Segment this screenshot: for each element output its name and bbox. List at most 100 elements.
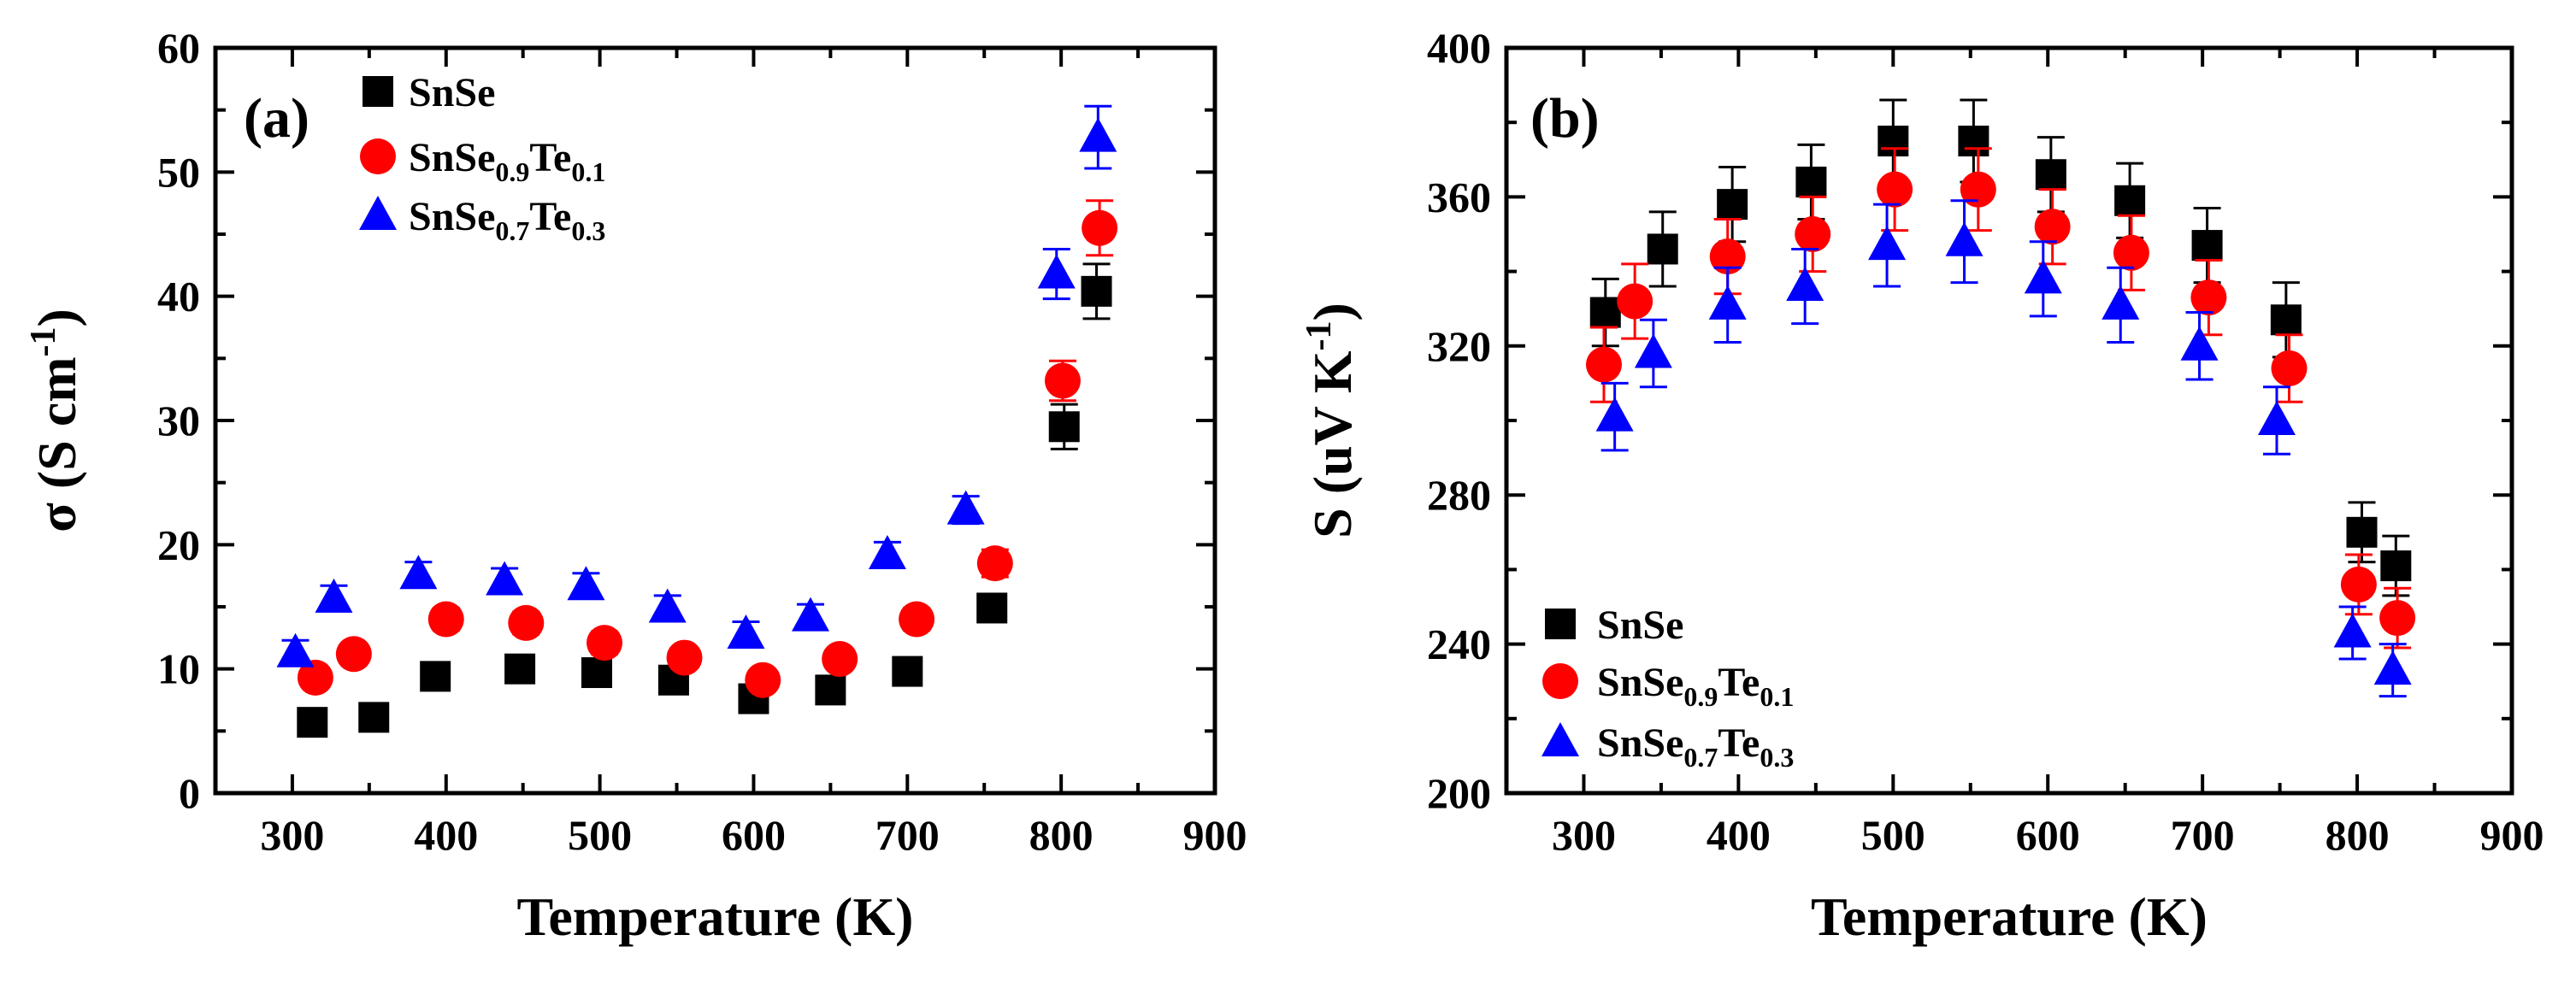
panel-b-series-snse [1589,98,2412,597]
panel-a-y-tick-label: 30 [157,397,200,444]
panel-a-y-tick-label: 20 [157,520,200,568]
data-point [745,662,781,698]
data-point [358,702,390,733]
data-point [1877,171,1913,208]
data-point [1595,397,1634,432]
legend-label: SnSe0.7​Te0.3​ [409,194,605,246]
legend-label-text: Te [529,194,571,239]
panel-a-x-tick-label: 800 [1029,811,1093,859]
data-point [1708,285,1747,320]
panel-a-y-axis-title-text: σ (S cm [27,356,87,532]
panel-b-label: (b) [1530,87,1600,150]
data-point [1958,126,1989,156]
legend-label: SnSe0.7​Te0.3​ [1597,720,1794,773]
data-point [1647,233,1678,265]
data-point [976,592,1008,624]
data-point [1945,221,1984,256]
panel-a-y-axis-title-sup: -1 [24,326,63,356]
panel-b-y-tick-label: 280 [1427,471,1491,519]
data-point [976,545,1013,582]
panel-b-x-tick-label: 700 [2171,811,2235,859]
data-point [567,566,605,601]
data-point [2114,185,2146,216]
data-point [1082,209,1118,246]
panel-b-y-tick-label: 240 [1427,620,1491,668]
panel-a-y-tick-label: 50 [157,148,200,196]
panel-b-x-tick-label: 300 [1552,811,1616,859]
legend-marker [359,196,397,230]
data-point [504,653,536,685]
legend-marker [360,138,396,174]
panel-b-y-tick-label: 400 [1427,24,1491,72]
legend-marker [1545,609,1576,639]
panel-b-y-axis-title-close: ) [1302,303,1363,320]
legend-label-text: Te [1718,720,1760,766]
panel-b-series-snse09 [1585,147,2416,650]
legend-label-text: SnSe [409,194,495,239]
panel-a-x-tick-label: 600 [722,811,786,859]
panel-b-y-axis-title-text: S (uV K [1302,350,1363,538]
panel-b-series-snse07 [1595,199,2412,698]
legend-label-text: SnSe [1597,660,1683,705]
data-point [815,674,846,706]
panel-b: 300 400 500 600 700 800 900 200 240 280 320 360 400 T… [1300,24,2544,947]
data-point [335,636,372,673]
panel-b-y-tick-label: 200 [1427,769,1491,817]
data-point [486,561,524,596]
legend-marker [363,76,393,107]
panel-a-y-tick-label: 40 [157,273,200,320]
panel-a-x-tick-label: 400 [414,811,478,859]
data-point [868,534,906,569]
data-point [1589,297,1621,328]
data-point [2373,650,2412,685]
data-point [420,661,451,692]
panel-a-y-axis-title-close: ) [27,309,87,326]
data-point [2180,326,2219,361]
panel-a-series-snse09 [297,199,1118,698]
panel-a-x-tick-label: 900 [1183,811,1247,859]
data-point [1048,411,1080,443]
panel-b-x-tick-label: 800 [2325,811,2390,859]
legend-label-text: SnSe [409,135,495,180]
data-point [1717,189,1748,221]
panel-b-y-tick-label: 320 [1427,322,1491,370]
panel-a-y-tick-label: 10 [157,645,200,693]
panel-a-x-tick-label: 700 [875,811,940,859]
data-point [1044,362,1081,399]
data-point [297,659,333,696]
panel-b-y-axis-title: S (uV K-1) [1300,303,1363,538]
panel-a-series-snse07 [276,104,1117,667]
data-point [2113,234,2149,271]
panel-a-y-axis-title: σ (S cm-1) [24,309,87,532]
panel-a-label: (a) [244,87,309,150]
data-point [2191,230,2223,262]
data-point [727,614,765,649]
data-point [297,707,328,738]
legend-label: SnSe [1597,603,1683,648]
panel-a-x-tick-label: 300 [260,811,324,859]
panel-b-x-tick-label: 600 [2016,811,2080,859]
legend-label-subscript: 0.7 [1683,742,1718,773]
data-point [587,625,623,662]
panel-b-y-axis-title-sup: -1 [1300,320,1339,350]
data-point [2190,279,2227,316]
data-point [315,578,353,613]
data-point [2333,613,2372,648]
data-point [2024,259,2062,294]
data-point [1960,171,1996,208]
legend-label-text: SnSe [1597,603,1683,648]
data-point [892,656,923,687]
legend-label-subscript: 0.3 [571,215,605,246]
data-point [1877,126,1909,156]
data-point [581,657,613,689]
data-point [899,601,935,638]
data-point [2379,600,2416,637]
data-point [399,555,438,590]
legend-label-text: SnSe [409,70,495,115]
data-point [666,639,703,676]
data-point [2340,566,2377,603]
legend-label-subscript: 0.9 [1683,681,1718,712]
data-point [1795,166,1827,197]
